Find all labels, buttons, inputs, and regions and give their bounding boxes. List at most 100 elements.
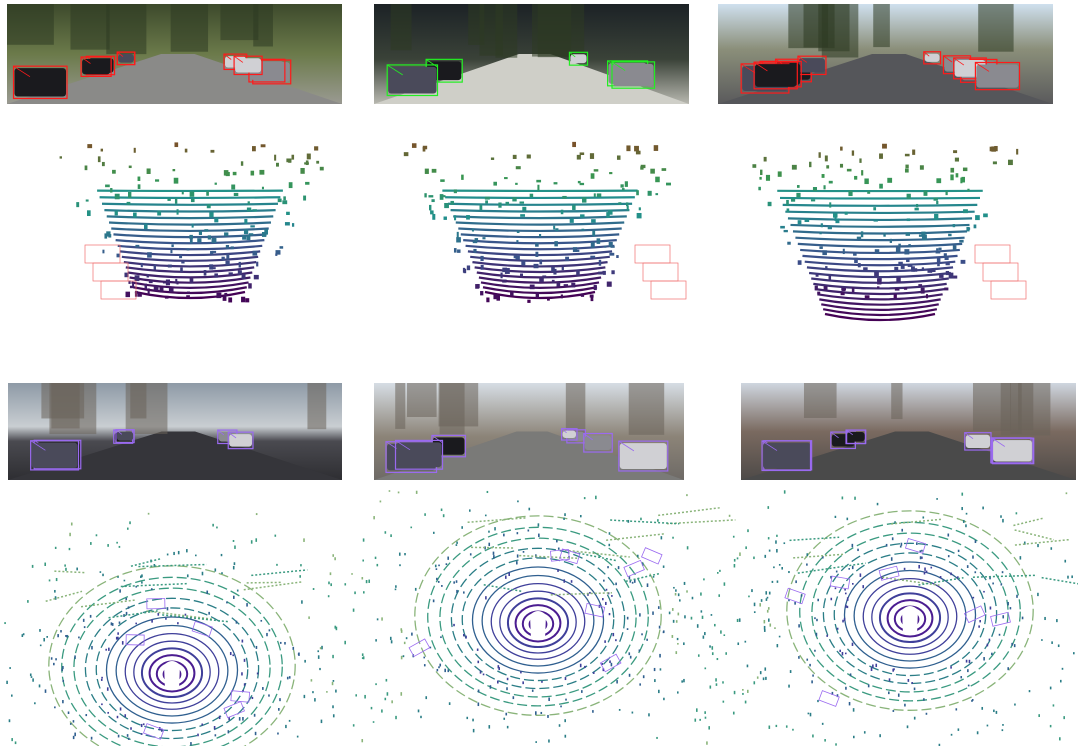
point xyxy=(894,288,900,291)
point xyxy=(675,620,678,623)
point xyxy=(658,625,661,629)
scan-line xyxy=(802,254,958,261)
point xyxy=(190,742,192,746)
point xyxy=(1038,714,1040,718)
point xyxy=(646,583,649,587)
point xyxy=(503,533,505,537)
point xyxy=(268,629,271,632)
point xyxy=(677,642,679,645)
point xyxy=(764,667,767,671)
point xyxy=(819,246,823,249)
point xyxy=(535,292,539,299)
point xyxy=(422,145,428,150)
point xyxy=(117,576,119,578)
point xyxy=(541,680,543,683)
point xyxy=(764,554,767,558)
bev-point-cloud xyxy=(308,490,776,745)
point xyxy=(326,691,328,693)
point xyxy=(991,652,993,656)
point xyxy=(993,709,995,713)
point xyxy=(812,187,818,191)
point xyxy=(589,294,594,298)
point xyxy=(923,571,926,575)
point xyxy=(27,600,29,603)
point xyxy=(54,706,56,709)
point xyxy=(583,497,586,500)
point xyxy=(440,179,445,182)
road xyxy=(741,431,1076,480)
point xyxy=(10,694,13,697)
point xyxy=(950,666,952,669)
point xyxy=(373,516,375,520)
point xyxy=(443,216,447,220)
point xyxy=(466,716,469,720)
point xyxy=(439,663,442,667)
point xyxy=(846,517,849,521)
point xyxy=(108,647,110,651)
scan-line xyxy=(465,244,615,251)
point xyxy=(660,536,663,540)
point xyxy=(976,731,979,735)
point xyxy=(1016,594,1018,598)
vehicle xyxy=(14,68,67,97)
point xyxy=(827,226,832,230)
point xyxy=(672,619,675,623)
point xyxy=(633,579,636,583)
point xyxy=(453,623,455,627)
point-cloud xyxy=(59,142,324,303)
point xyxy=(142,723,145,726)
point xyxy=(818,152,821,158)
point xyxy=(877,280,882,285)
point xyxy=(1002,724,1004,726)
vehicle xyxy=(619,443,667,469)
point xyxy=(232,171,237,176)
point xyxy=(859,158,862,163)
bounding-box xyxy=(143,723,165,740)
bounding-box-edge xyxy=(115,429,123,435)
scan-line xyxy=(99,196,281,200)
point xyxy=(832,212,838,218)
point xyxy=(535,741,537,743)
point xyxy=(312,691,314,694)
tree-or-building xyxy=(130,383,147,419)
point xyxy=(778,635,781,638)
point xyxy=(579,514,582,518)
point xyxy=(874,271,879,277)
point xyxy=(177,622,179,625)
point xyxy=(305,181,310,185)
scan-ring xyxy=(414,515,662,716)
point xyxy=(639,613,641,617)
point xyxy=(602,598,604,601)
point xyxy=(877,286,880,289)
point xyxy=(794,601,796,605)
tree-or-building xyxy=(891,383,903,420)
point xyxy=(232,565,235,570)
point xyxy=(971,699,973,702)
point xyxy=(488,542,491,547)
point xyxy=(817,291,821,295)
point xyxy=(197,733,199,737)
point xyxy=(291,223,295,227)
point xyxy=(773,566,775,569)
point xyxy=(950,174,954,181)
point xyxy=(821,174,825,178)
vehicle xyxy=(562,430,577,439)
point xyxy=(967,188,970,192)
point xyxy=(533,263,539,269)
vehicle xyxy=(976,64,1019,88)
point xyxy=(384,697,387,701)
point xyxy=(733,558,736,562)
point xyxy=(104,233,108,239)
point xyxy=(229,651,232,656)
point xyxy=(716,658,719,661)
road xyxy=(8,431,342,480)
point xyxy=(1016,148,1019,155)
point xyxy=(230,246,234,250)
point xyxy=(74,655,76,659)
point xyxy=(147,252,152,258)
point xyxy=(354,591,356,595)
point xyxy=(587,592,589,596)
point xyxy=(751,589,753,593)
point xyxy=(955,708,958,711)
point xyxy=(788,599,790,602)
